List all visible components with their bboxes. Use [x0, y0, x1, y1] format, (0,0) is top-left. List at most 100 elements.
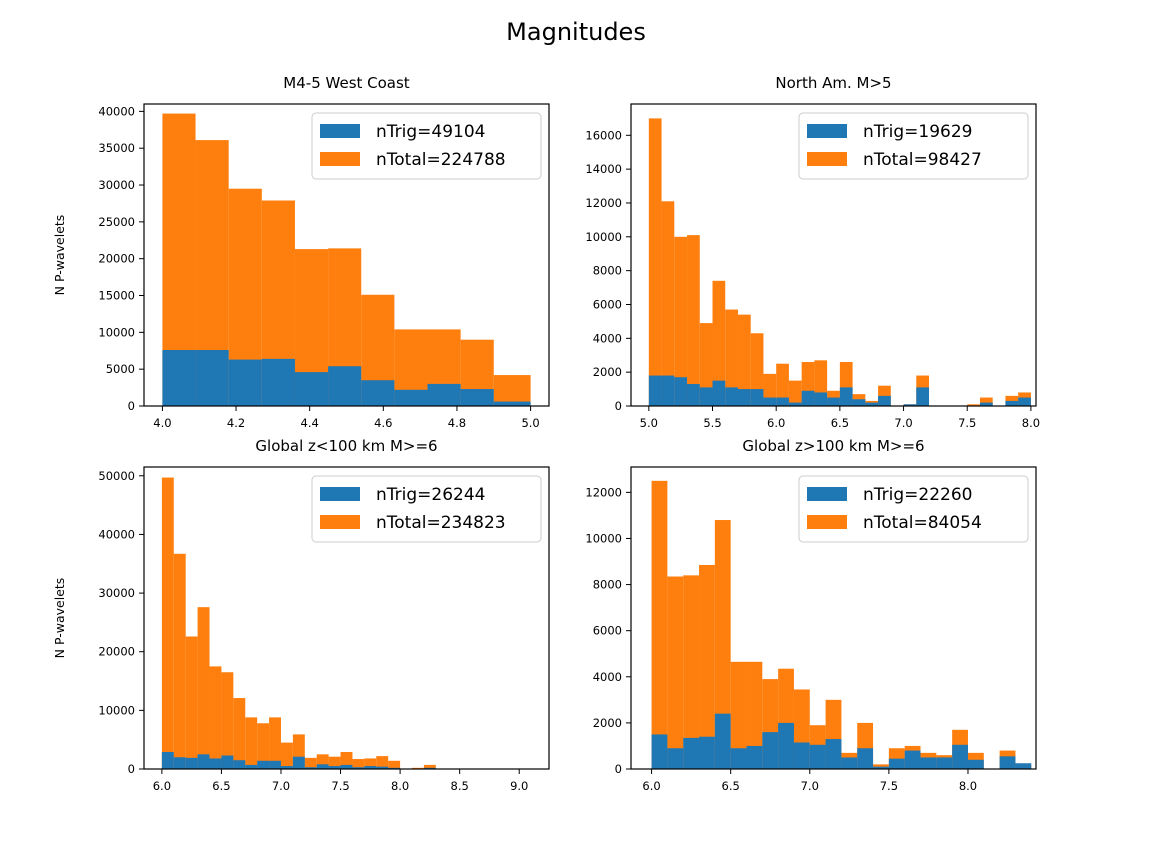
x-tick-label: 5.5: [703, 416, 721, 430]
bar-total-3: [687, 235, 700, 406]
chart-panel-1: M4-5 West Coast N P-wavelets 4.0 4.2 4.4 4.6 4…: [52, 74, 550, 430]
x-tick-label: 5.0: [521, 416, 539, 430]
chart-panel-3: Global z<100 km M>=6 N P-wavelets 6.0 6.5 7.…: [52, 437, 550, 793]
legend-label-total: nTotal=98427: [863, 150, 982, 170]
bar-trig-1: [667, 748, 684, 769]
bar-total-7: [245, 717, 258, 769]
y-tick-label: 25000: [98, 215, 135, 229]
y-tick-label: 8000: [593, 578, 622, 592]
bar-trig-11: [788, 402, 802, 406]
y-axis-label: N P-wavelets: [52, 215, 67, 296]
bar-trig-3: [197, 754, 210, 769]
bar-trig-13: [857, 748, 874, 769]
legend-swatch-total: [320, 515, 360, 529]
bar-total-17: [364, 758, 377, 769]
bar-trig-17: [920, 757, 937, 769]
bar-trig-7: [245, 764, 258, 769]
bar-total-13: [316, 754, 329, 769]
bar-trig-2: [683, 737, 700, 769]
bar-trig-9: [763, 397, 777, 406]
bar-total-12: [304, 757, 317, 769]
bar-trig-5: [328, 366, 362, 406]
y-tick-label: 10000: [585, 531, 622, 545]
bar-total-10: [493, 375, 531, 406]
bar-trig-12: [841, 757, 858, 769]
y-tick-label: 6000: [593, 297, 622, 311]
legend: nTrig=26244 nTotal=234823: [311, 475, 542, 543]
bar-total-10: [280, 742, 293, 769]
bar-total-6: [746, 661, 763, 769]
legend-swatch-total: [807, 152, 847, 166]
legend-label-total: nTotal=84054: [863, 513, 982, 533]
legend-swatch-total: [807, 515, 847, 529]
bar-trig-10: [809, 744, 826, 769]
y-tick-label: 20000: [98, 645, 135, 659]
bar-trig-15: [839, 387, 853, 406]
bar-trig-20: [967, 759, 984, 769]
bar-total-19: [388, 760, 401, 769]
bar-total-8: [257, 723, 270, 769]
bar-total-11: [788, 380, 802, 406]
x-tick-label: 4.2: [227, 416, 245, 430]
bar-total-2: [674, 236, 688, 406]
axes-frame: [143, 103, 550, 407]
bar-trig-12: [304, 767, 317, 769]
x-tick-label: 6.5: [722, 779, 740, 793]
bar-total-16: [352, 759, 365, 769]
bar-total-6: [233, 698, 246, 769]
bar-trig-23: [1015, 763, 1032, 769]
y-tick-label: 4000: [593, 670, 622, 684]
bar-total-2: [683, 575, 700, 769]
legend-box: [798, 112, 1029, 180]
bar-trig-14: [827, 397, 840, 406]
bar-trig-11: [292, 756, 305, 769]
bar-trig-7: [737, 389, 751, 406]
bar-trig-9: [793, 742, 810, 769]
bar-total-4: [699, 323, 713, 406]
bar-trig-2: [674, 377, 688, 406]
y-tick-label: 12000: [585, 485, 622, 499]
bar-trig-0: [648, 375, 662, 406]
y-tick-label: 0: [615, 399, 622, 413]
bar-trig-10: [493, 401, 531, 406]
bar-total-5: [712, 280, 726, 406]
y-tick-label: 6000: [593, 624, 622, 638]
bar-trig-20: [903, 404, 917, 406]
legend-label-total: nTotal=234823: [376, 513, 506, 533]
axes-frame: [630, 103, 1037, 407]
bar-trig-5: [221, 755, 234, 769]
bar-trig-14: [873, 766, 889, 769]
figure-title: Magnitudes: [506, 18, 646, 46]
x-tick-label: 4.6: [374, 416, 392, 430]
bar-trig-6: [725, 387, 738, 406]
bar-trig-28: [1005, 400, 1019, 406]
legend-swatch-trig: [320, 124, 360, 138]
bar-trig-3: [687, 384, 700, 406]
panel-title: Global z<100 km M>=6: [255, 437, 437, 455]
y-tick-label: 10000: [585, 230, 622, 244]
bar-total-10: [776, 363, 789, 406]
y-tick-label: 40000: [98, 527, 135, 541]
legend-box: [311, 475, 542, 543]
bar-trig-0: [162, 350, 196, 406]
y-tick-label: 0: [128, 762, 135, 776]
bar-trig-6: [361, 380, 395, 406]
bar-trig-4: [699, 387, 713, 406]
bar-trig-8: [750, 389, 764, 406]
bar-trig-6: [233, 760, 246, 769]
x-tick-label: 7.0: [272, 779, 290, 793]
bar-total-9: [269, 717, 281, 769]
bar-trig-8: [427, 383, 461, 406]
bar-trig-14: [328, 766, 341, 769]
legend-label-total: nTotal=224788: [376, 150, 506, 170]
bar-trig-8: [257, 760, 270, 769]
x-tick-label: 4.4: [301, 416, 319, 430]
bar-trig-18: [878, 395, 891, 406]
bar-trig-3: [699, 736, 715, 769]
y-tick-label: 12000: [585, 196, 622, 210]
bar-trig-4: [294, 372, 329, 406]
y-tick-label: 4000: [593, 331, 622, 345]
axes-frame: [630, 466, 1037, 770]
x-tick-label: 6.0: [642, 779, 660, 793]
